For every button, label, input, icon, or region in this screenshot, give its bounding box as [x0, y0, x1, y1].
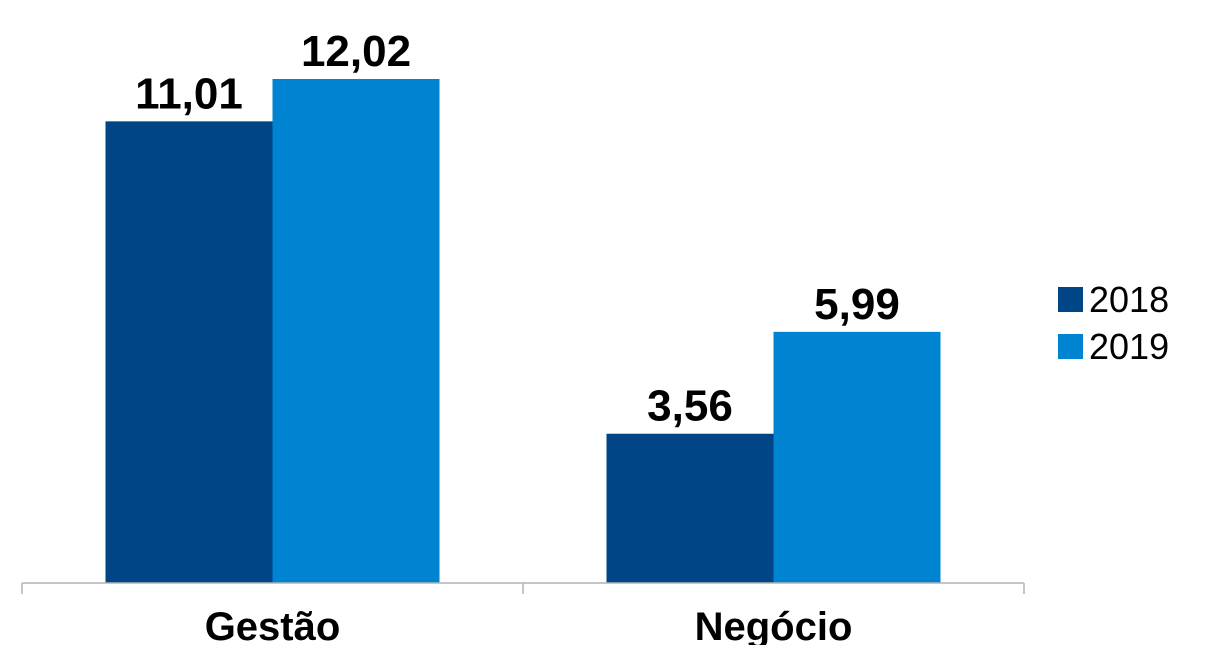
bar-2018-negocio	[606, 433, 774, 583]
data-label-2019-negocio: 5,99	[814, 280, 900, 329]
legend-swatch-2019	[1058, 334, 1083, 359]
data-label-2019-gestao: 12,02	[301, 27, 411, 76]
plot-area: 11,01 12,02 Gestão 3,56 5,99 Negócio	[21, 27, 1025, 645]
bar-2019-gestao	[272, 79, 440, 583]
bar-2019-negocio	[773, 331, 941, 583]
legend-label-2019: 2019	[1089, 326, 1169, 367]
data-label-2018-negocio: 3,56	[647, 382, 733, 431]
legend-label-2018: 2018	[1089, 279, 1169, 320]
legend: 2018 2019	[1058, 279, 1169, 367]
data-label-2018-gestao: 11,01	[135, 69, 243, 118]
category-label-negocio: Negócio	[695, 605, 853, 645]
bar-2018-gestao	[105, 121, 273, 583]
category-label-gestao: Gestão	[205, 605, 341, 645]
legend-swatch-2018	[1058, 287, 1083, 312]
